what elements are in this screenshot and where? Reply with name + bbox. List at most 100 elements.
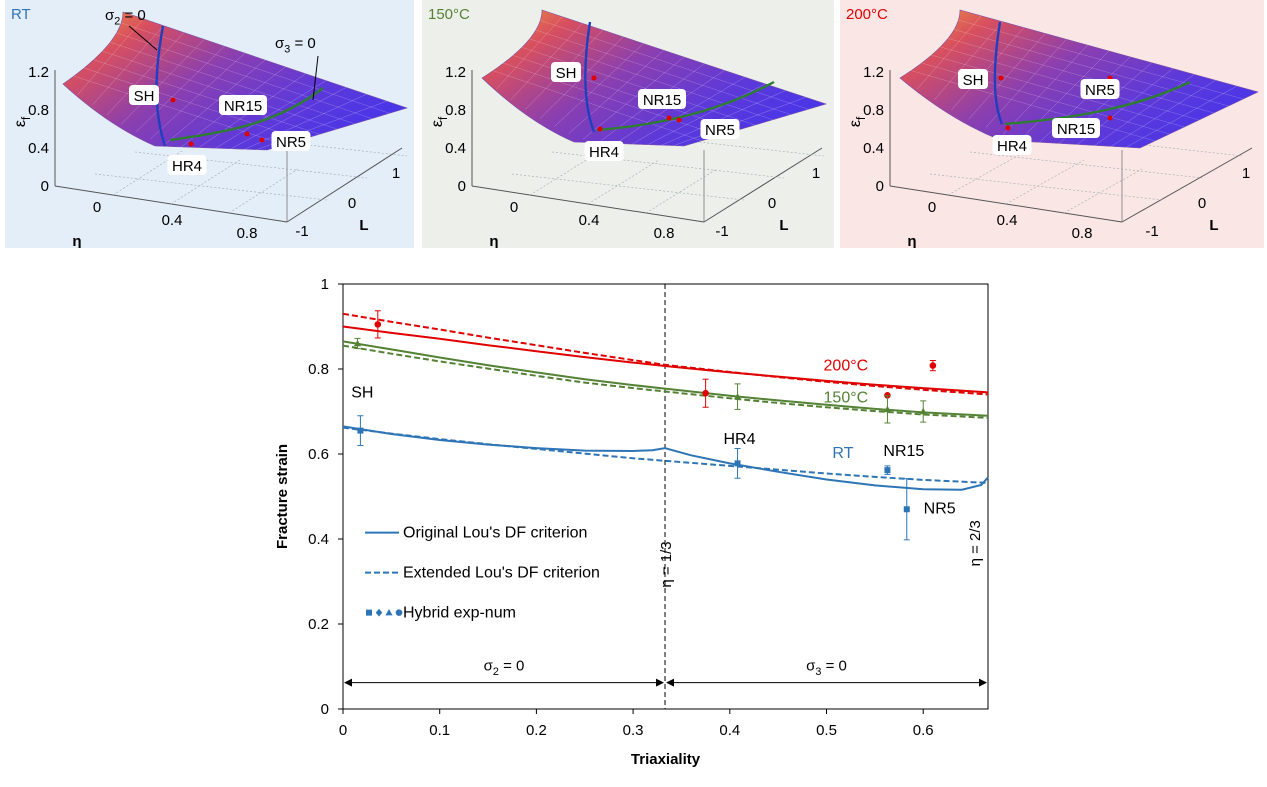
surface-mesh <box>1122 85 1237 150</box>
surface-mesh <box>85 56 320 135</box>
region-label-sigma2: σ2 = 0 <box>484 658 525 679</box>
surface-point-nr15 <box>1107 115 1113 121</box>
surface-mesh <box>489 69 702 141</box>
l-tick-label: 0 <box>1198 195 1206 212</box>
l-tick-label: 1 <box>812 165 820 182</box>
y-tick-label: 0.6 <box>308 446 329 463</box>
point-label-box <box>1080 79 1120 99</box>
series-line-rt-dashed <box>342 426 989 484</box>
fracture-surface <box>481 9 828 147</box>
fracture-surface <box>899 9 1259 149</box>
annotation-nr15: NR15 <box>883 443 924 460</box>
z-axis-label: εf <box>847 116 868 127</box>
point-label-box <box>1052 118 1100 138</box>
series-line-200-solid <box>342 325 989 394</box>
surface-mesh <box>626 76 745 149</box>
surface-point-sh <box>170 97 176 103</box>
point-label-box <box>167 155 207 175</box>
floor-grid <box>929 173 1163 201</box>
surface-point-nr5 <box>259 137 265 143</box>
point-label-hr4: HR4 <box>172 158 202 175</box>
x-tick-label: 0.6 <box>913 722 934 739</box>
surface-mesh <box>77 65 303 140</box>
surface-mesh <box>237 94 367 153</box>
surface-mesh <box>510 23 583 100</box>
z-tick-label: 0.4 <box>28 140 49 157</box>
surface-mesh <box>568 50 664 134</box>
z-tick-label: 0.8 <box>28 102 49 119</box>
x-tick-label: 0.5 <box>816 722 837 739</box>
surface-point-hr4 <box>188 141 194 147</box>
sigma3-curve-label: σ3 = 0 <box>275 35 316 56</box>
annotation-200c: 200°C <box>824 358 869 375</box>
point-label-nr5: NR5 <box>276 134 306 151</box>
surface-mesh <box>496 60 720 136</box>
floor-grid <box>511 173 745 201</box>
z-tick-label: 0.8 <box>863 102 884 119</box>
surface-mesh <box>511 43 756 126</box>
z-tick-label: 0.4 <box>863 140 884 157</box>
data-point-150 <box>883 405 892 413</box>
point-label-box <box>551 62 581 82</box>
surface-point-hr4 <box>1005 125 1011 131</box>
surface-mesh <box>914 60 1170 135</box>
point-label-box <box>992 135 1032 155</box>
surface-mesh <box>582 56 685 140</box>
z-tick-label: 0 <box>458 178 466 195</box>
eta-axis-label: η <box>907 233 916 248</box>
series-line-200-dashed <box>342 312 989 396</box>
floor-grid <box>1005 159 1085 205</box>
sigma2-zero-curve <box>993 21 1004 125</box>
surface-mesh <box>519 35 773 120</box>
floor-grid <box>969 151 1203 179</box>
surface-mesh <box>916 15 982 90</box>
eta-tick-label: 0.8 <box>237 225 258 242</box>
surface-mesh <box>553 43 644 127</box>
point-label-nr5: NR5 <box>705 122 735 139</box>
z-tick-label: 0.8 <box>445 102 466 119</box>
floor-grid <box>551 151 785 179</box>
point-label-sh: SH <box>134 88 155 105</box>
surface-mesh <box>907 69 1155 142</box>
point-label-hr4: HR4 <box>589 144 619 161</box>
floor-grid <box>94 173 328 201</box>
l-tick-label: 0 <box>348 195 356 212</box>
point-label-box <box>271 131 311 151</box>
point-label-box <box>638 89 686 109</box>
annotation-sh: SH <box>351 384 373 401</box>
vline-label: η = 1/3 <box>658 541 675 587</box>
surface-mesh <box>208 80 326 153</box>
panel-150: SH NR15 NR5 HR4 0 0.4 0.8 1.2 εf 0 0.4 0.8 η 1 0 -1 L 15… <box>422 0 834 248</box>
surface-mesh <box>934 21 1003 100</box>
sigma3-zero-curve <box>169 87 324 142</box>
floor-grid <box>587 159 659 205</box>
l-axis-label: L <box>1209 217 1218 234</box>
sigma2-zero-curve <box>584 21 596 133</box>
x-tick-label: 0.2 <box>526 722 547 739</box>
y-tick-label: 0.8 <box>308 361 329 378</box>
surface-mesh <box>526 26 791 115</box>
l-tick-label: -1 <box>1145 223 1158 240</box>
point-label-box <box>700 119 740 139</box>
floor-grid <box>170 159 241 205</box>
point-label-box <box>129 85 159 105</box>
z-axis-label: εf <box>429 116 450 127</box>
sigma3-zero-curve <box>1004 80 1191 126</box>
y-axis-label: Fracture strain <box>274 444 291 549</box>
panel-200: SH NR5 NR15 HR4 0 0.4 0.8 1.2 εf 0 0.4 0.8 η 1 0 -1 L 20… <box>840 0 1264 248</box>
surface-point-sh <box>591 75 597 81</box>
region-label-sigma3: σ3 = 0 <box>806 658 847 679</box>
data-point-rt <box>734 460 741 467</box>
legend-marker-circle <box>395 609 403 616</box>
surface-mesh <box>951 27 1025 111</box>
point-label-nr15: NR15 <box>224 98 262 115</box>
panel-title-rt: RT <box>11 6 31 23</box>
fracture-surface <box>62 11 408 151</box>
point-label-nr5: NR5 <box>1085 82 1115 99</box>
legend-label: Original Lou's DF criterion <box>403 525 587 542</box>
point-label-nr15: NR15 <box>643 92 681 109</box>
surface-mesh <box>496 16 563 90</box>
floor-grid <box>947 150 1027 196</box>
data-point-150 <box>353 339 362 347</box>
